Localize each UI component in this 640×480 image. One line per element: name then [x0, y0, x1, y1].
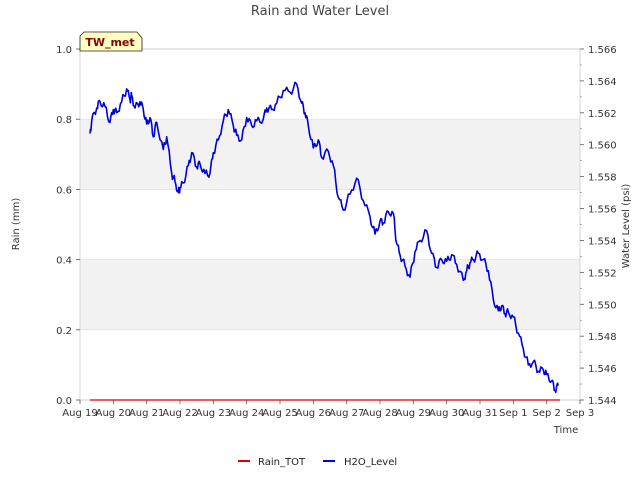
x-axis-label: Time: [553, 425, 578, 436]
chart-title: Rain and Water Level: [251, 4, 389, 19]
y-axis-left-label: Rain (mm): [11, 198, 22, 251]
right-y-axis: 1.544 1.546 1.548 1.550 1.552 1.554 1.556 1.558…: [580, 45, 617, 407]
y-axis-right-label: Water Level (psi): [621, 184, 632, 269]
left-tick-label: 0.4: [56, 256, 72, 267]
left-tick-label: 1.0: [56, 45, 72, 56]
x-tick-label: Aug 20: [96, 408, 131, 419]
right-tick-label: 1.552: [588, 268, 617, 279]
right-tick-label: 1.556: [588, 205, 617, 216]
legend-label-h2o-level: H2O_Level: [344, 457, 397, 468]
x-tick-label: Sep 3: [566, 408, 594, 419]
x-tick-label: Aug 26: [296, 408, 331, 419]
series-layer: [89, 81, 560, 401]
tw-met-badge: TW_met: [79, 31, 143, 52]
legend: Rain_TOT H2O_Level: [238, 457, 397, 468]
grid-bands: [80, 48, 580, 401]
x-tick-label: Aug 21: [129, 408, 164, 419]
x-tick-label: Aug 29: [396, 408, 431, 419]
x-tick-label: Aug 19: [62, 408, 97, 419]
left-tick-label: 0.8: [56, 115, 72, 126]
badge-label: TW_met: [85, 36, 134, 49]
x-tick-label: Aug 27: [329, 408, 364, 419]
x-tick-label: Aug 22: [162, 408, 197, 419]
badge-background: [79, 31, 143, 52]
right-tick-label: 1.566: [588, 45, 617, 56]
x-tick-label: Aug 24: [229, 408, 264, 419]
right-tick-label: 1.558: [588, 173, 617, 184]
right-tick-label: 1.544: [588, 396, 617, 407]
legend-label-rain-tot: Rain_TOT: [258, 457, 306, 468]
grid-band: [80, 119, 580, 190]
left-y-axis: 0.0 0.2 0.4 0.6 0.8 1.0: [56, 45, 80, 407]
series-line-h2o-level: [89, 81, 560, 394]
right-tick-label: 1.562: [588, 109, 617, 120]
x-tick-label: Aug 28: [362, 408, 397, 419]
right-tick-label: 1.546: [588, 364, 617, 375]
right-tick-label: 1.548: [588, 332, 617, 343]
x-tick-label: Aug 25: [262, 408, 297, 419]
x-tick-label: Aug 31: [462, 408, 497, 419]
left-tick-label: 0.2: [56, 326, 72, 337]
left-tick-label: 0.0: [56, 396, 72, 407]
right-tick-label: 1.550: [588, 300, 617, 311]
right-tick-label: 1.560: [588, 141, 617, 152]
x-tick-label: Aug 23: [196, 408, 231, 419]
right-tick-label: 1.554: [588, 236, 617, 247]
grid-band: [80, 259, 580, 330]
left-tick-label: 0.6: [56, 185, 72, 196]
x-tick-label: Aug 30: [429, 408, 464, 419]
right-tick-label: 1.564: [588, 77, 617, 88]
x-tick-label: Sep 2: [532, 408, 560, 419]
x-tick-label: Sep 1: [499, 408, 527, 419]
